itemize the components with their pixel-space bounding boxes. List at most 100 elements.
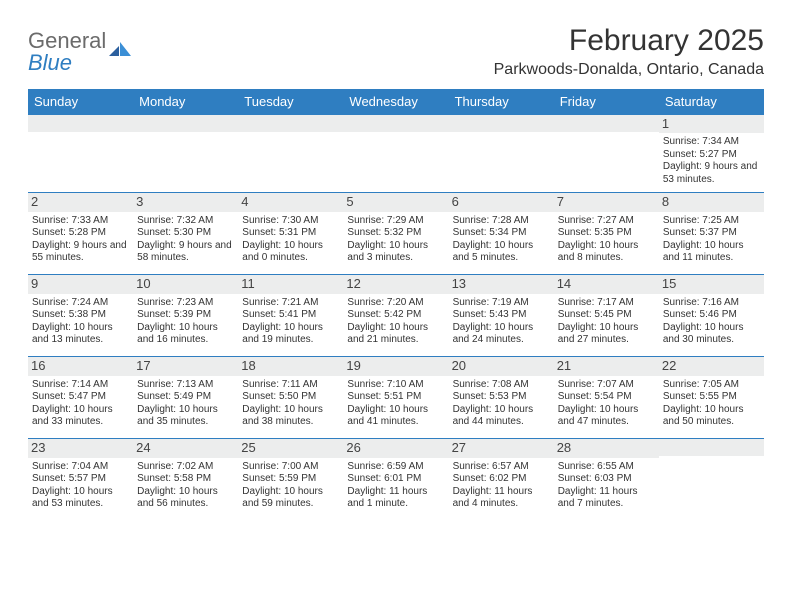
day-number: 17 bbox=[133, 357, 238, 375]
calendar-cell bbox=[449, 115, 554, 193]
daylight-text: Daylight: 11 hours and 1 minute. bbox=[347, 486, 444, 511]
sunset-text: Sunset: 6:01 PM bbox=[347, 473, 444, 486]
day-number bbox=[659, 439, 764, 456]
sunrise-text: Sunrise: 7:34 AM bbox=[663, 136, 760, 149]
day-number: 27 bbox=[449, 439, 554, 457]
calendar-cell: 19Sunrise: 7:10 AMSunset: 5:51 PMDayligh… bbox=[343, 357, 448, 439]
sunrise-text: Sunrise: 6:59 AM bbox=[347, 461, 444, 474]
day-number bbox=[554, 115, 659, 132]
sunrise-text: Sunrise: 7:23 AM bbox=[137, 297, 234, 310]
logo-line1: General bbox=[28, 30, 106, 52]
calendar-cell: 7Sunrise: 7:27 AMSunset: 5:35 PMDaylight… bbox=[554, 193, 659, 275]
daylight-text: Daylight: 10 hours and 35 minutes. bbox=[137, 404, 234, 429]
sunset-text: Sunset: 5:32 PM bbox=[347, 227, 444, 240]
sunset-text: Sunset: 5:30 PM bbox=[137, 227, 234, 240]
calendar-cell bbox=[238, 115, 343, 193]
day-number: 22 bbox=[659, 357, 764, 375]
calendar-cell: 22Sunrise: 7:05 AMSunset: 5:55 PMDayligh… bbox=[659, 357, 764, 439]
weekday-header: Wednesday bbox=[343, 89, 448, 115]
calendar-table: Sunday Monday Tuesday Wednesday Thursday… bbox=[28, 89, 764, 521]
sunset-text: Sunset: 5:38 PM bbox=[32, 309, 129, 322]
day-number: 24 bbox=[133, 439, 238, 457]
daylight-text: Daylight: 10 hours and 33 minutes. bbox=[32, 404, 129, 429]
day-number: 14 bbox=[554, 275, 659, 293]
calendar-cell: 4Sunrise: 7:30 AMSunset: 5:31 PMDaylight… bbox=[238, 193, 343, 275]
day-number: 18 bbox=[238, 357, 343, 375]
sunset-text: Sunset: 5:49 PM bbox=[137, 391, 234, 404]
day-number bbox=[133, 115, 238, 132]
daylight-text: Daylight: 10 hours and 50 minutes. bbox=[663, 404, 760, 429]
sunset-text: Sunset: 5:54 PM bbox=[558, 391, 655, 404]
daylight-text: Daylight: 10 hours and 19 minutes. bbox=[242, 322, 339, 347]
daylight-text: Daylight: 10 hours and 13 minutes. bbox=[32, 322, 129, 347]
sunrise-text: Sunrise: 7:24 AM bbox=[32, 297, 129, 310]
day-number bbox=[343, 115, 448, 132]
sunrise-text: Sunrise: 7:11 AM bbox=[242, 379, 339, 392]
calendar-cell bbox=[28, 115, 133, 193]
calendar-cell: 24 Sunrise: 7:02 AMSunset: 5:58 PMDayligh… bbox=[133, 439, 238, 521]
weekday-header: Thursday bbox=[449, 89, 554, 115]
day-number bbox=[238, 115, 343, 132]
sunrise-text: Sunrise: 7:33 AM bbox=[32, 215, 129, 228]
daylight-text: Daylight: 9 hours and 55 minutes. bbox=[32, 240, 129, 265]
calendar-cell: 10Sunrise: 7:23 AMSunset: 5:39 PMDayligh… bbox=[133, 275, 238, 357]
day-number: 10 bbox=[133, 275, 238, 293]
sunrise-text: Sunrise: 7:10 AM bbox=[347, 379, 444, 392]
sunset-text: Sunset: 5:43 PM bbox=[453, 309, 550, 322]
daylight-text: Daylight: 11 hours and 4 minutes. bbox=[453, 486, 550, 511]
daylight-text: Daylight: 10 hours and 56 minutes. bbox=[137, 486, 234, 511]
daylight-text: Daylight: 10 hours and 30 minutes. bbox=[663, 322, 760, 347]
sunset-text: Sunset: 5:39 PM bbox=[137, 309, 234, 322]
calendar-cell: 28Sunrise: 6:55 AMSunset: 6:03 PMDayligh… bbox=[554, 439, 659, 521]
sunset-text: Sunset: 5:45 PM bbox=[558, 309, 655, 322]
sunset-text: Sunset: 5:55 PM bbox=[663, 391, 760, 404]
page-title: February 2025 bbox=[494, 24, 764, 58]
calendar-cell: 14Sunrise: 7:17 AMSunset: 5:45 PMDayligh… bbox=[554, 275, 659, 357]
calendar-cell: 3 Sunrise: 7:32 AMSunset: 5:30 PMDaylight… bbox=[133, 193, 238, 275]
day-number: 13 bbox=[449, 275, 554, 293]
logo-line2: Blue bbox=[28, 52, 106, 74]
sunset-text: Sunset: 5:59 PM bbox=[242, 473, 339, 486]
daylight-text: Daylight: 9 hours and 53 minutes. bbox=[663, 161, 760, 186]
daylight-text: Daylight: 11 hours and 7 minutes. bbox=[558, 486, 655, 511]
sunrise-text: Sunrise: 7:32 AM bbox=[137, 215, 234, 228]
header: General Blue February 2025 Parkwoods-Don… bbox=[28, 24, 764, 79]
calendar-row: 9Sunrise: 7:24 AMSunset: 5:38 PMDaylight… bbox=[28, 275, 764, 357]
calendar-cell: 2Sunrise: 7:33 AMSunset: 5:28 PMDaylight… bbox=[28, 193, 133, 275]
calendar-cell: 17 Sunrise: 7:13 AMSunset: 5:49 PMDayligh… bbox=[133, 357, 238, 439]
sunrise-text: Sunrise: 7:19 AM bbox=[453, 297, 550, 310]
daylight-text: Daylight: 10 hours and 21 minutes. bbox=[347, 322, 444, 347]
sunrise-text: Sunrise: 7:27 AM bbox=[558, 215, 655, 228]
sunrise-text: Sunrise: 7:14 AM bbox=[32, 379, 129, 392]
day-number: 6 bbox=[449, 193, 554, 211]
calendar-cell bbox=[133, 115, 238, 193]
sunset-text: Sunset: 5:47 PM bbox=[32, 391, 129, 404]
sunrise-text: Sunrise: 6:55 AM bbox=[558, 461, 655, 474]
sunrise-text: Sunrise: 7:02 AM bbox=[137, 461, 234, 474]
day-number: 11 bbox=[238, 275, 343, 293]
calendar-cell: 11Sunrise: 7:21 AMSunset: 5:41 PMDayligh… bbox=[238, 275, 343, 357]
sunset-text: Sunset: 6:03 PM bbox=[558, 473, 655, 486]
logo: General Blue bbox=[28, 24, 133, 74]
sunrise-text: Sunrise: 7:13 AM bbox=[137, 379, 234, 392]
daylight-text: Daylight: 10 hours and 0 minutes. bbox=[242, 240, 339, 265]
page-subtitle: Parkwoods-Donalda, Ontario, Canada bbox=[494, 61, 764, 79]
sunrise-text: Sunrise: 7:30 AM bbox=[242, 215, 339, 228]
day-number: 3 bbox=[133, 193, 238, 211]
calendar-cell: 27Sunrise: 6:57 AMSunset: 6:02 PMDayligh… bbox=[449, 439, 554, 521]
calendar-cell bbox=[343, 115, 448, 193]
calendar-row: 2Sunrise: 7:33 AMSunset: 5:28 PMDaylight… bbox=[28, 193, 764, 275]
calendar-cell: 26Sunrise: 6:59 AMSunset: 6:01 PMDayligh… bbox=[343, 439, 448, 521]
calendar-cell: 18Sunrise: 7:11 AMSunset: 5:50 PMDayligh… bbox=[238, 357, 343, 439]
weekday-header: Saturday bbox=[659, 89, 764, 115]
daylight-text: Daylight: 10 hours and 8 minutes. bbox=[558, 240, 655, 265]
daylight-text: Daylight: 9 hours and 58 minutes. bbox=[137, 240, 234, 265]
sunset-text: Sunset: 5:37 PM bbox=[663, 227, 760, 240]
daylight-text: Daylight: 10 hours and 47 minutes. bbox=[558, 404, 655, 429]
calendar-cell: 25Sunrise: 7:00 AMSunset: 5:59 PMDayligh… bbox=[238, 439, 343, 521]
sunset-text: Sunset: 5:58 PM bbox=[137, 473, 234, 486]
sunset-text: Sunset: 5:31 PM bbox=[242, 227, 339, 240]
sunrise-text: Sunrise: 7:25 AM bbox=[663, 215, 760, 228]
day-number: 20 bbox=[449, 357, 554, 375]
day-number: 25 bbox=[238, 439, 343, 457]
